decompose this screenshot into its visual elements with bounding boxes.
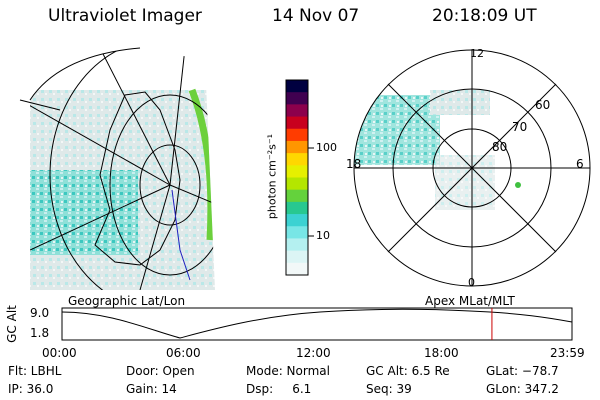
instrument-title: Ultraviolet Imager	[48, 6, 202, 26]
colorbar-segment	[286, 140, 308, 154]
seq-readout: Seq: 39	[366, 382, 412, 396]
ip-readout: IP: 36.0	[8, 382, 54, 396]
mlat-label-80: 80	[492, 140, 508, 154]
header-time: 20:18:09 UT	[432, 6, 537, 26]
colorbar-tick-10: 10	[316, 229, 330, 242]
mlt-label-12: 12	[470, 47, 484, 60]
timeline-ytick-9: 9.0	[30, 306, 50, 320]
timeline-xtick-0600: 06:00	[166, 346, 201, 360]
mlt-label-18: 18	[346, 157, 362, 171]
mlat-label-60: 60	[535, 98, 551, 112]
colorbar-segment	[286, 226, 308, 239]
timeline-axis-label: GC Alt	[5, 305, 19, 343]
filter-readout: Flt: LBHL	[8, 364, 62, 378]
colorbar-segment	[286, 104, 308, 118]
geographic-caption: Geographic Lat/Lon	[68, 294, 186, 308]
aurora-band	[30, 170, 138, 255]
glat-readout: GLat: −78.7	[486, 364, 559, 378]
colorbar-segment	[286, 262, 308, 276]
colorbar-segment	[286, 214, 308, 227]
colorbar-segment	[286, 165, 308, 178]
mlat-label-70: 70	[512, 120, 528, 134]
timeline-xtick-1800: 18:00	[424, 346, 459, 360]
gain-readout: Gain: 14	[126, 382, 177, 396]
glon-readout: GLon: 347.2	[486, 382, 559, 396]
colorbar-segment	[286, 177, 308, 191]
colorbar-segment	[286, 80, 308, 93]
colorbar-segment	[286, 201, 308, 215]
apex-caption: Apex MLat/MLT	[425, 294, 515, 308]
colorbar-tick-100: 100	[316, 141, 337, 154]
colorbar-segment	[286, 238, 308, 252]
colorbar-segment	[286, 153, 308, 166]
mlt-label-6: 6	[576, 157, 584, 171]
colorbar-segment	[286, 92, 308, 105]
colorbar-segment	[286, 116, 308, 130]
altitude-curve	[61, 308, 573, 339]
door-readout: Door: Open	[126, 364, 195, 378]
colorbar-segment	[286, 250, 308, 264]
dsp-readout: Dsp: 6.1	[246, 382, 312, 396]
mode-readout: Mode: Normal	[246, 364, 330, 378]
colorbar-segment	[286, 128, 308, 142]
continent-outline	[94, 91, 181, 266]
timeline-xtick-1200: 12:00	[296, 346, 331, 360]
station-marker	[515, 182, 521, 188]
mlt-label-0: 0	[468, 276, 475, 289]
header-date: 14 Nov 07	[272, 6, 360, 26]
timeline-xtick-0000: 00:00	[42, 346, 77, 360]
gc-alt-readout: GC Alt: 6.5 Re	[366, 364, 450, 378]
colorbar-segment	[286, 189, 308, 203]
timeline-ytick-1-8: 1.8	[30, 326, 50, 340]
timeline-xtick-2359: 23:59	[550, 346, 585, 360]
